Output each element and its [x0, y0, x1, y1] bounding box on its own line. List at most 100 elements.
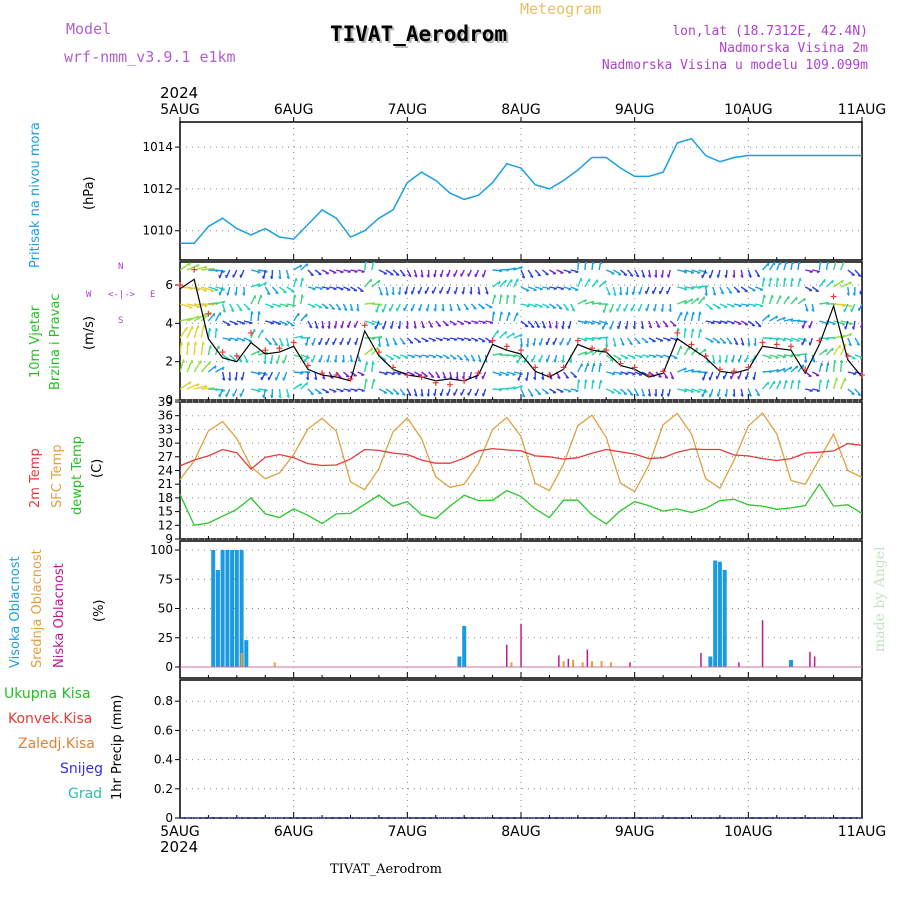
cloud-mid-bar [591, 661, 593, 667]
wind-arrow [790, 296, 798, 305]
wind-arrow [257, 371, 268, 376]
wind-arrow-head [538, 342, 541, 346]
wind-arrow-head [465, 358, 470, 362]
wind-arrow [698, 296, 705, 305]
wind-gust-marker [191, 266, 198, 273]
wind-arrow [684, 298, 694, 305]
wind-arrow [783, 318, 794, 322]
wind-arrow [257, 269, 268, 273]
wind-arrow [818, 278, 826, 288]
cloud-high-bar [234, 550, 239, 667]
wind-arrow-head [557, 376, 561, 380]
wind-arrow-head [445, 324, 449, 327]
cloud-high-bar [215, 569, 220, 667]
wind-arrow-head [859, 357, 862, 359]
wind-arrow [506, 386, 516, 390]
wind-gust-marker [603, 347, 610, 354]
wind-arrow-head [211, 303, 215, 307]
wind-arrow-head [703, 296, 706, 300]
wind-ytick-label: 0 [165, 393, 173, 407]
wind-arrow [513, 278, 519, 288]
wind-arrow-head [684, 327, 688, 332]
wind-arrow [769, 337, 779, 340]
wind-arrow-head [414, 274, 418, 278]
wind-arrow [282, 354, 288, 364]
wind-arrow-head [699, 328, 703, 333]
wind-arrow [698, 269, 708, 274]
wind-arrow [783, 277, 786, 288]
wind-arrow-head [430, 375, 435, 378]
wind-arrow-head [402, 342, 406, 345]
wind-gust-marker [645, 372, 652, 379]
wind-arrow-head [395, 273, 400, 276]
wind-arrow [598, 320, 609, 325]
wind-arrow-head [577, 379, 581, 383]
compass-s: S [118, 316, 124, 326]
wind-gust-marker [262, 347, 269, 354]
wind-arrow [527, 320, 535, 328]
cloud-mid-bar [572, 660, 575, 667]
wind-arrow-head [282, 360, 285, 364]
wind-arrow-head [347, 389, 351, 393]
precip-ytick-label: 0.8 [154, 694, 173, 708]
wind-arrow-head [831, 347, 834, 352]
wind-arrow-head [213, 313, 216, 317]
wind-arrow-head [533, 289, 537, 292]
wind-arrow-head [827, 362, 830, 366]
wind-arrow-head [508, 312, 511, 316]
wind-arrow-head [226, 292, 229, 296]
wind-arrow [250, 371, 261, 375]
precip-ytick-label: 0.4 [154, 753, 173, 767]
wind-arrow-head [270, 275, 273, 280]
footer-station: TIVAT_Aerodrom [330, 862, 442, 877]
cloud-high-bar [225, 550, 230, 667]
wind-arrow [275, 371, 281, 381]
wind-arrow-head [683, 390, 688, 393]
wind-arrow [491, 294, 496, 305]
wind-arrow-head [708, 394, 711, 398]
wind-arrow-head [379, 303, 383, 307]
wind-arrow [250, 283, 261, 288]
wind-arrow [684, 388, 695, 393]
wind-arrow [697, 328, 702, 339]
wind-arrow-head [796, 340, 800, 342]
wind-arrow-head [180, 341, 184, 346]
wind-arrow-head [227, 339, 232, 342]
wind-arrow [300, 263, 309, 271]
wind-arrow-head [310, 393, 314, 396]
wind-arrow-head [548, 325, 552, 329]
wind-arrow [186, 383, 200, 390]
wind-arrow-head [512, 373, 516, 376]
wind-arrow-head [349, 359, 353, 363]
wind-arrow-head [796, 365, 799, 369]
wind-arrow-head [776, 277, 780, 281]
wind-arrow [279, 303, 289, 307]
wind-arrow-head [402, 274, 406, 277]
wind-arrow-head [704, 292, 708, 297]
wind-arrow [229, 337, 239, 341]
wind-arrow [207, 312, 216, 322]
wind-arrow-head [203, 313, 207, 318]
wind-arrow [229, 320, 238, 325]
wind-arrow-head [221, 366, 225, 371]
wind-arrow-head [578, 262, 581, 264]
wind-arrow-head [789, 339, 793, 342]
wind-arrow [612, 337, 617, 347]
wind-arrow-head [270, 322, 275, 325]
wind-arrow [207, 345, 212, 356]
wind-arrow-head [418, 355, 423, 359]
wind-arrow-head [215, 327, 219, 332]
wind-gust-marker [702, 352, 709, 359]
precip-legend-total: Ukupna Kisa [4, 686, 91, 702]
wind-arrow-head [785, 262, 788, 265]
wind-arrow [691, 370, 701, 373]
wind-arrow-head [646, 355, 650, 359]
wind-arrow-head [696, 347, 699, 352]
wind-arrow-head [203, 289, 208, 292]
wind-arrow [527, 286, 537, 291]
wind-gust-marker [375, 349, 382, 356]
temp-ytick-label: 15 [158, 505, 173, 519]
wind-arrow-head [759, 289, 764, 291]
wind-arrow-head [782, 367, 786, 372]
temp-ytick-label: 30 [158, 436, 173, 450]
